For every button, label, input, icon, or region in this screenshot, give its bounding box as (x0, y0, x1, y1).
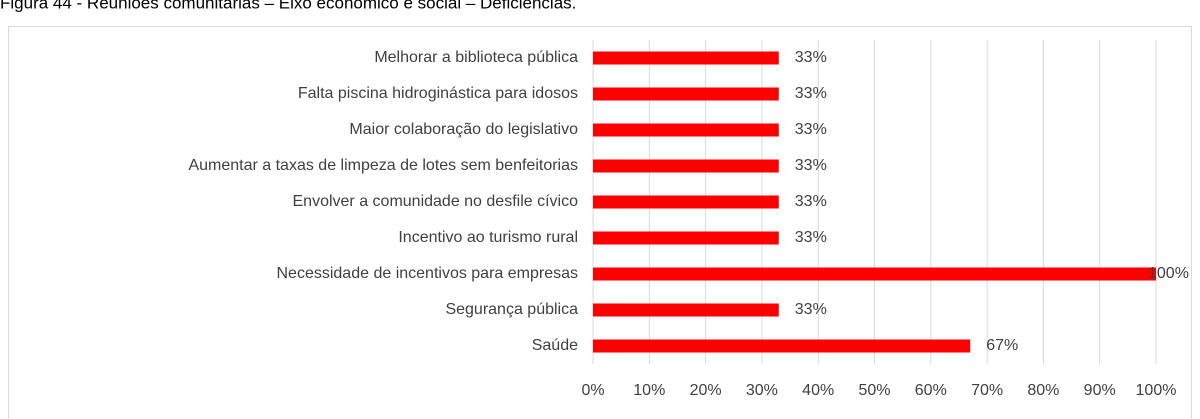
x-tick-label: 20% (690, 382, 722, 399)
y-tick-label: Falta piscina hidroginástica para idosos (298, 85, 578, 102)
y-tick-label: Melhorar a biblioteca pública (374, 49, 578, 66)
x-tick-label: 60% (915, 382, 947, 399)
bar (593, 303, 779, 317)
x-tick-label: 0% (581, 382, 604, 399)
x-tick-label: 40% (802, 382, 834, 399)
chart-frame (8, 26, 1192, 419)
bar (593, 231, 779, 245)
x-tick-label: 70% (971, 382, 1003, 399)
data-label: 33% (795, 49, 827, 66)
y-tick-label: Envolver a comunidade no desfile cívico (293, 193, 579, 210)
bar (593, 123, 779, 137)
data-label: 33% (795, 85, 827, 102)
bar (593, 159, 779, 173)
bar (593, 339, 971, 353)
data-label: 33% (795, 121, 827, 138)
x-tick-label: 90% (1084, 382, 1116, 399)
x-tick-label: 80% (1027, 382, 1059, 399)
y-tick-label: Segurança pública (445, 301, 578, 318)
bar (593, 51, 779, 65)
bar (593, 195, 779, 209)
y-tick-label: Incentivo ao turismo rural (398, 229, 578, 246)
y-tick-label: Maior colaboração do legislativo (349, 121, 578, 138)
bar (593, 87, 779, 101)
x-tick-label: 10% (633, 382, 665, 399)
y-tick-label: Aumentar a taxas de limpeza de lotes sem… (188, 157, 578, 174)
y-tick-label: Saúde (532, 337, 578, 354)
data-label: 33% (795, 301, 827, 318)
x-tick-label: 30% (746, 382, 778, 399)
data-label: 67% (986, 337, 1018, 354)
data-label: 33% (795, 193, 827, 210)
data-label: 100% (1148, 265, 1189, 282)
x-tick-label: 100% (1136, 382, 1177, 399)
x-tick-label: 50% (858, 382, 890, 399)
data-label: 33% (795, 229, 827, 246)
data-label: 33% (795, 157, 827, 174)
chart-title: Figura 44 - Reuniões comunitárias – Eixo… (0, 0, 576, 12)
y-tick-label: Necessidade de incentivos para empresas (277, 265, 579, 282)
bar (593, 267, 1156, 281)
